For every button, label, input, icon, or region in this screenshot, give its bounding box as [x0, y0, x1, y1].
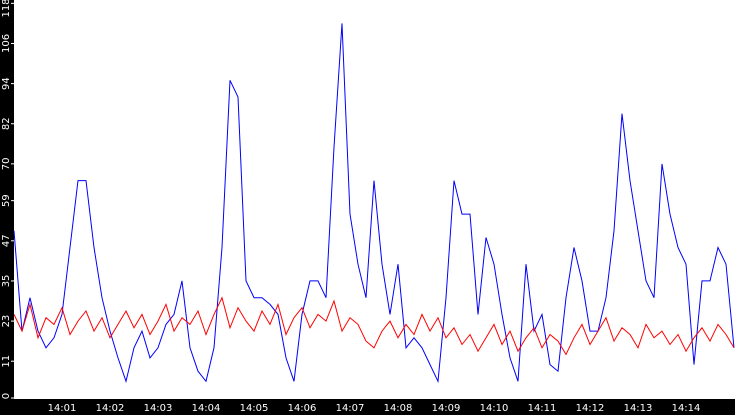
x-tick-label: 14:02 — [96, 403, 125, 414]
x-tick-label: 14:08 — [384, 403, 413, 414]
y-tick-label: 118 — [1, 0, 12, 18]
x-tick-label: 14:13 — [624, 403, 653, 414]
x-tick-label: 14:12 — [576, 403, 605, 414]
x-tick-label: 14:09 — [432, 403, 461, 414]
x-tick-label: 14:14 — [672, 403, 701, 414]
x-tick-label: 14:03 — [144, 403, 173, 414]
y-tick-label: 23 — [1, 315, 12, 328]
y-tick-label: 59 — [1, 194, 12, 207]
x-tick-label: 14:07 — [336, 403, 365, 414]
x-tick-label: 14:10 — [480, 403, 509, 414]
y-tick-label: 94 — [1, 77, 12, 90]
y-tick-label: 11 — [1, 355, 12, 368]
x-tick-label: 14:06 — [288, 403, 317, 414]
series-line — [13, 23, 735, 384]
y-tick-label: 35 — [1, 275, 12, 288]
y-tick-label: 70 — [1, 158, 12, 171]
x-tick-label: 14:05 — [240, 403, 269, 414]
series-line — [13, 296, 735, 356]
y-tick-label: 47 — [1, 234, 12, 247]
x-tick-label: 14:01 — [48, 403, 77, 414]
x-tick-label: 14:11 — [528, 403, 557, 414]
x-axis-strip — [0, 399, 735, 415]
x-tick-label: 14:04 — [192, 403, 221, 414]
y-axis-strip — [0, 0, 14, 415]
y-tick-label: 82 — [1, 117, 12, 130]
y-tick-label: 106 — [1, 34, 12, 53]
y-tick-label: 0 — [1, 393, 12, 399]
